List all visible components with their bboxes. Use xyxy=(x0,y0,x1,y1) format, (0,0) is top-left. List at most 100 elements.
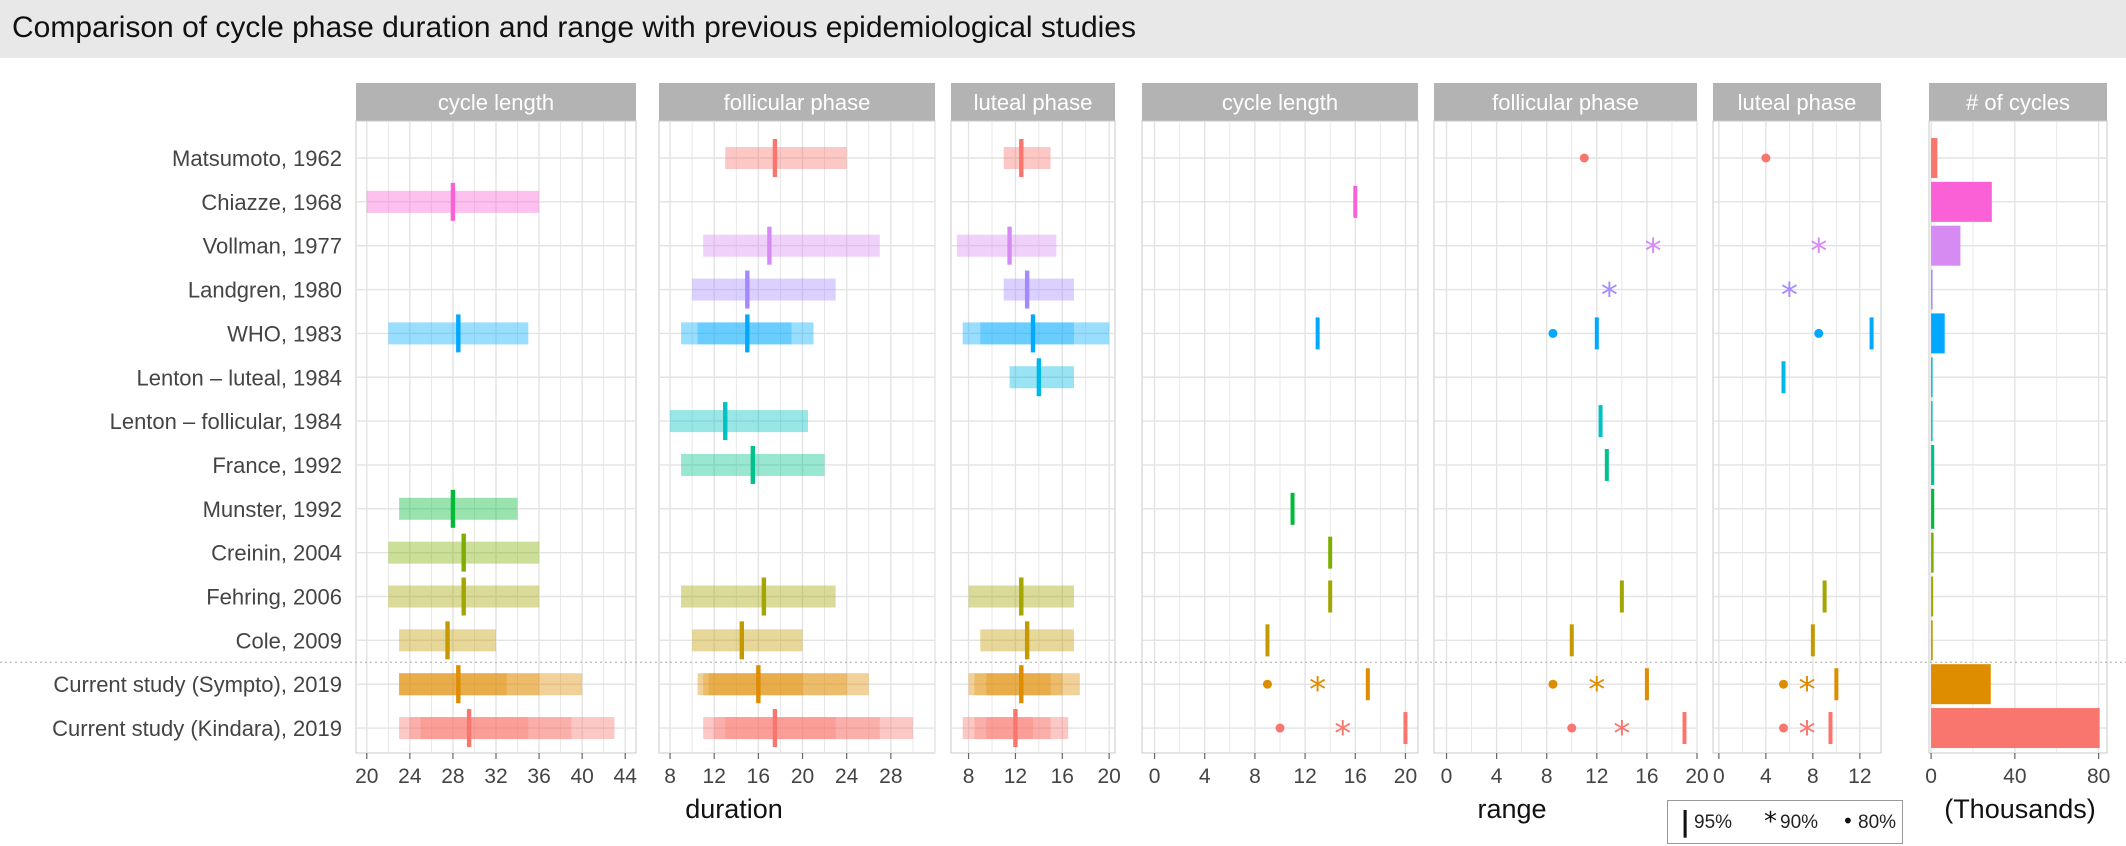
range-band xyxy=(692,629,803,652)
range-95-mark xyxy=(1353,185,1358,218)
range-band xyxy=(399,673,507,696)
tick-label: 80 xyxy=(2087,765,2110,788)
tick-label: 8 xyxy=(963,765,975,788)
range-95-mark xyxy=(1598,405,1603,438)
range-95-mark xyxy=(1644,668,1649,701)
range-band xyxy=(697,322,792,345)
tick-label: 28 xyxy=(441,765,464,788)
median-marker xyxy=(745,314,750,353)
range-band xyxy=(968,673,1080,696)
facet-label: cycle length xyxy=(438,90,554,115)
median-marker xyxy=(445,621,450,660)
range-95-mark xyxy=(1810,624,1815,657)
range-band xyxy=(974,717,1051,740)
range-80-mark xyxy=(1275,723,1285,733)
range-band xyxy=(399,717,615,740)
study-label: Munster, 1992 xyxy=(203,497,342,522)
facet-panel xyxy=(658,120,936,754)
range-90-mark: * xyxy=(1588,670,1605,710)
tick-label: 0 xyxy=(1925,765,1937,788)
study-label: Fehring, 2006 xyxy=(206,585,342,610)
tick-label: 12 xyxy=(1585,765,1608,788)
range-80-mark xyxy=(1548,328,1558,338)
range-95-mark xyxy=(1869,317,1874,350)
tick-label: 0 xyxy=(1441,765,1453,788)
cycles-bar xyxy=(1931,401,1933,442)
study-label: Current study (Kindara), 2019 xyxy=(52,716,342,741)
median-marker xyxy=(1019,665,1024,704)
range-80-mark xyxy=(1579,153,1589,163)
median-marker xyxy=(1019,577,1024,616)
study-label: WHO, 1983 xyxy=(227,321,342,346)
cycles-bar xyxy=(1931,576,1934,617)
tick-label: 8 xyxy=(1807,765,1819,788)
range-band xyxy=(725,717,836,740)
facet-strip xyxy=(1434,83,1697,121)
range-band xyxy=(725,147,847,169)
median-marker xyxy=(739,621,744,660)
range-80-mark xyxy=(1778,723,1788,733)
tick-label: 40 xyxy=(2003,765,2026,788)
tick-label: 16 xyxy=(747,765,770,788)
range-band xyxy=(399,497,518,520)
median-marker xyxy=(1024,621,1030,660)
title-bar: Comparison of cycle phase duration and r… xyxy=(0,0,2126,58)
cycles-bar xyxy=(1931,357,1933,398)
tick-label: 12 xyxy=(1004,765,1027,788)
median-marker xyxy=(1007,226,1012,265)
range-95-mark xyxy=(1265,624,1270,657)
tick-label: 12 xyxy=(703,765,726,788)
study-label: France, 1992 xyxy=(212,453,342,478)
study-label: Vollman, 1977 xyxy=(203,234,342,259)
range-band xyxy=(420,717,529,740)
range-90-mark: * xyxy=(1334,714,1351,754)
tick-label: 4 xyxy=(1491,765,1503,788)
tick-label: 36 xyxy=(527,765,550,788)
range-band xyxy=(956,234,1057,257)
facet-label: follicular phase xyxy=(724,90,871,115)
tick-label: 20 xyxy=(1394,765,1417,788)
duration-axis-title: duration xyxy=(685,794,783,824)
median-marker xyxy=(750,445,756,484)
facet-strip xyxy=(1142,83,1418,121)
range-95-mark xyxy=(1822,580,1827,613)
legend-80-label: 80% xyxy=(1858,812,1897,833)
tick-label: 12 xyxy=(1848,765,1871,788)
median-marker xyxy=(1036,358,1042,397)
tick-label: 40 xyxy=(570,765,593,788)
range-95-mark xyxy=(1290,492,1295,525)
range-90-mark: * xyxy=(1645,232,1662,272)
range-90-mark: * xyxy=(1798,670,1815,710)
range-90-mark: * xyxy=(1781,276,1798,316)
median-marker xyxy=(450,182,456,221)
legend-95-symbol: | xyxy=(1680,805,1691,838)
range-band xyxy=(708,673,803,696)
range-95-mark xyxy=(1834,668,1839,701)
median-marker xyxy=(756,665,761,704)
range-95-mark xyxy=(1315,317,1320,350)
range-band xyxy=(703,717,913,740)
range-band xyxy=(703,673,847,696)
range-80-mark xyxy=(1548,679,1558,689)
cycles-bar xyxy=(1931,138,1938,178)
median-marker xyxy=(761,577,767,616)
range-80-mark xyxy=(1814,328,1824,338)
facet-strip xyxy=(659,83,935,121)
tick-label: 4 xyxy=(1760,765,1772,788)
legend-95-label: 95% xyxy=(1694,812,1733,833)
cycles-bar xyxy=(1931,708,2100,749)
median-marker xyxy=(1019,139,1024,177)
median-marker xyxy=(456,314,461,353)
range-90-mark: * xyxy=(1309,670,1326,710)
range-band xyxy=(399,673,540,696)
legend-80-symbol: • xyxy=(1842,809,1854,833)
chart-title: Comparison of cycle phase duration and r… xyxy=(12,11,1136,44)
range-95-mark xyxy=(1328,536,1333,569)
median-marker xyxy=(461,533,466,572)
tick-label: 32 xyxy=(484,765,507,788)
median-marker xyxy=(723,402,728,441)
range-band xyxy=(714,717,880,740)
range-80-mark xyxy=(1567,723,1577,733)
facet-panel xyxy=(1712,120,1882,754)
